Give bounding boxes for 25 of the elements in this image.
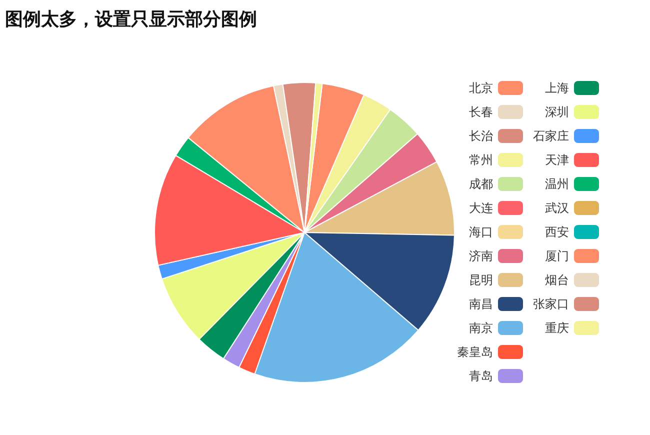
legend-label: 烟台 [545, 272, 569, 288]
legend-label: 大连 [469, 200, 493, 216]
legend-label: 深圳 [545, 104, 569, 120]
legend-label: 昆明 [469, 272, 493, 288]
legend-label: 常州 [469, 152, 493, 168]
legend-label: 北京 [469, 80, 493, 96]
legend-label: 南京 [469, 320, 493, 336]
legend-label: 张家口 [533, 296, 569, 312]
legend-label: 武汉 [545, 200, 569, 216]
legend-label: 上海 [545, 80, 569, 96]
legend-label: 西安 [545, 224, 569, 240]
legend-label: 海口 [469, 224, 493, 240]
legend-label: 天津 [545, 152, 569, 168]
legend-label: 厦门 [545, 248, 569, 264]
legend-label: 成都 [469, 176, 493, 192]
chart-title: 图例太多，设置只显示部分图例 [5, 9, 257, 31]
legend-label: 青岛 [469, 368, 493, 384]
legend-label: 秦皇岛 [457, 344, 493, 360]
legend-label: 济南 [469, 248, 493, 264]
legend-label: 温州 [545, 176, 569, 192]
legend-label: 重庆 [545, 320, 569, 336]
legend-label: 长春 [469, 104, 493, 120]
legend-label: 长治 [469, 128, 493, 144]
legend-label: 石家庄 [533, 128, 569, 144]
legend-label: 南昌 [469, 296, 493, 312]
